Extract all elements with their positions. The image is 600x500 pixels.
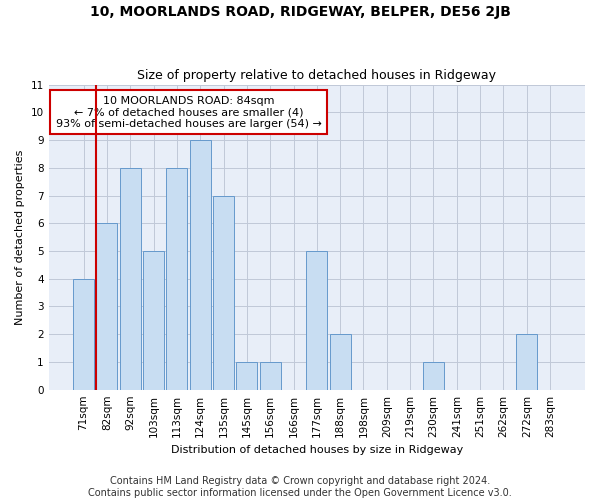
- Text: Contains HM Land Registry data © Crown copyright and database right 2024.
Contai: Contains HM Land Registry data © Crown c…: [88, 476, 512, 498]
- Bar: [166, 168, 187, 390]
- Y-axis label: Number of detached properties: Number of detached properties: [15, 150, 25, 325]
- Bar: [516, 334, 537, 390]
- Bar: [307, 251, 328, 390]
- Bar: [143, 251, 164, 390]
- Bar: [213, 196, 234, 390]
- Bar: [190, 140, 211, 390]
- Bar: [120, 168, 140, 390]
- Bar: [329, 334, 350, 390]
- X-axis label: Distribution of detached houses by size in Ridgeway: Distribution of detached houses by size …: [171, 445, 463, 455]
- Text: 10 MOORLANDS ROAD: 84sqm
← 7% of detached houses are smaller (4)
93% of semi-det: 10 MOORLANDS ROAD: 84sqm ← 7% of detache…: [56, 96, 322, 129]
- Bar: [423, 362, 444, 390]
- Bar: [97, 223, 118, 390]
- Bar: [236, 362, 257, 390]
- Title: Size of property relative to detached houses in Ridgeway: Size of property relative to detached ho…: [137, 69, 496, 82]
- Text: 10, MOORLANDS ROAD, RIDGEWAY, BELPER, DE56 2JB: 10, MOORLANDS ROAD, RIDGEWAY, BELPER, DE…: [89, 5, 511, 19]
- Bar: [73, 278, 94, 390]
- Bar: [260, 362, 281, 390]
